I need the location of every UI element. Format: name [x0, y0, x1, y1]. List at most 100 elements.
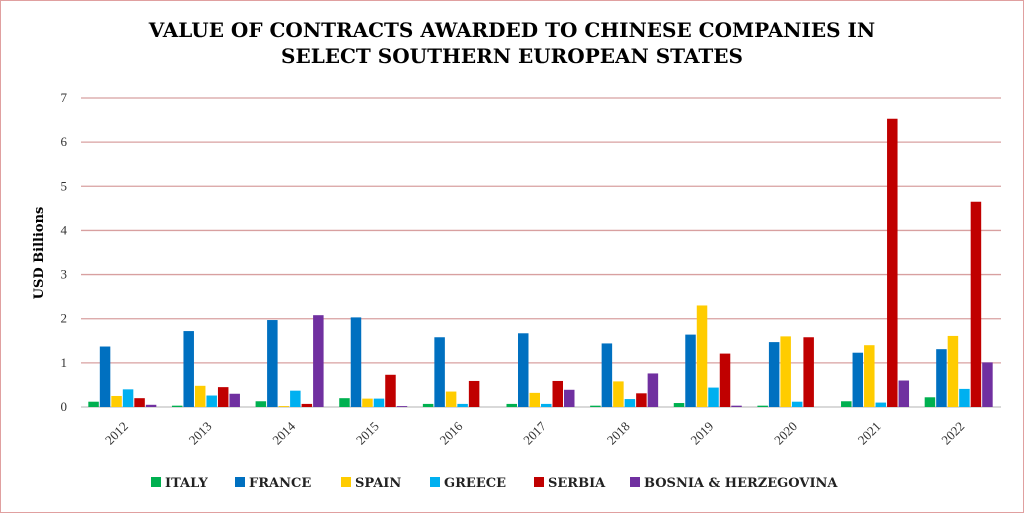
y-axis-label: USD Billions [32, 207, 47, 300]
bar-bosnia-herzegovina-2012 [145, 404, 157, 407]
legend-swatch [534, 477, 544, 487]
legend-swatch [630, 477, 640, 487]
chart-title-line2: SELECT SOUTHERN EUROPEAN STATES [281, 44, 743, 68]
bar-greece-2014 [290, 390, 301, 407]
bar-france-2022 [936, 349, 947, 407]
bar-greece-2018 [624, 399, 636, 407]
y-tick-label: 0 [61, 399, 68, 414]
legend-label: FRANCE [249, 476, 311, 491]
bar-italy-2014 [255, 401, 267, 407]
bar-bosnia-herzegovina-2014 [313, 315, 324, 407]
bar-spain-2016 [445, 391, 457, 407]
bar-france-2013 [183, 331, 194, 407]
legend-swatch [151, 477, 161, 487]
legend-swatch [235, 477, 245, 487]
bar-spain-2020 [780, 336, 791, 407]
bar-france-2018 [601, 343, 613, 407]
bar-italy-2017 [506, 403, 517, 407]
bar-serbia-2014 [301, 403, 313, 407]
x-tick-label: 2019 [687, 419, 716, 448]
bar-greece-2015 [373, 398, 385, 407]
bar-bosnia-herzegovina-2013 [229, 393, 240, 407]
bar-france-2019 [685, 334, 696, 407]
bar-france-2012 [99, 346, 111, 407]
y-tick-label: 5 [61, 178, 68, 193]
legend-label: SPAIN [355, 476, 401, 491]
legend-label: ITALY [165, 476, 208, 491]
bar-bosnia-herzegovina-2019 [731, 405, 742, 407]
bar-italy-2016 [422, 403, 434, 407]
x-tick-label: 2021 [855, 419, 884, 448]
bar-italy-2019 [673, 403, 685, 407]
bar-greece-2017 [541, 403, 552, 407]
bar-serbia-2021 [887, 118, 898, 408]
bar-france-2017 [518, 333, 529, 407]
y-tick-label: 4 [61, 222, 68, 237]
bar-france-2020 [768, 342, 780, 407]
bar-serbia-2016 [468, 380, 480, 407]
x-tick-label: 2014 [269, 418, 298, 447]
bar-greece-2012 [122, 389, 134, 407]
bar-italy-2021 [841, 401, 852, 407]
bar-italy-2015 [339, 398, 350, 407]
bar-greece-2022 [959, 388, 970, 407]
bar-spain-2019 [696, 305, 708, 407]
bar-france-2021 [852, 352, 864, 407]
x-tick-label: 2015 [353, 419, 382, 448]
y-tick-label: 3 [61, 267, 68, 282]
bar-serbia-2015 [385, 374, 396, 407]
bar-serbia-2019 [719, 353, 731, 407]
y-tick-label: 1 [61, 355, 68, 370]
bar-italy-2018 [590, 405, 601, 407]
legend-label: SERBIA [548, 476, 606, 491]
x-tick-label: 2013 [186, 419, 215, 448]
y-tick-label: 2 [61, 311, 68, 326]
bar-serbia-2020 [803, 337, 814, 407]
chart-title-line1: VALUE OF CONTRACTS AWARDED TO CHINESE CO… [148, 18, 876, 42]
bar-spain-2021 [864, 345, 875, 407]
x-tick-label: 2018 [604, 419, 633, 448]
bar-bosnia-herzegovina-2021 [898, 380, 910, 407]
bar-bosnia-herzegovina-2022 [982, 362, 993, 407]
bar-france-2015 [350, 317, 362, 407]
bar-greece-2013 [206, 395, 217, 407]
x-tick-label: 2020 [771, 419, 800, 448]
bar-serbia-2012 [134, 398, 145, 407]
bar-serbia-2017 [552, 380, 563, 407]
bar-spain-2022 [947, 335, 959, 407]
bar-spain-2012 [111, 395, 122, 407]
bar-bosnia-herzegovina-2018 [647, 373, 659, 407]
legend-swatch [430, 477, 440, 487]
bar-bosnia-herzegovina-2015 [396, 406, 408, 407]
bar-italy-2020 [757, 405, 768, 407]
bar-italy-2022 [924, 397, 936, 407]
chart-title: VALUE OF CONTRACTS AWARDED TO CHINESE CO… [1, 17, 1023, 69]
bar-serbia-2013 [217, 387, 229, 407]
legend-label: GREECE [444, 476, 506, 491]
bar-france-2014 [267, 320, 278, 407]
bar-italy-2013 [171, 405, 183, 407]
bar-spain-2013 [194, 385, 206, 407]
bar-spain-2018 [613, 381, 624, 407]
x-tick-label: 2012 [102, 419, 131, 448]
y-tick-label: 6 [61, 134, 68, 149]
bar-spain-2017 [529, 392, 540, 407]
x-tick-label: 2016 [436, 418, 465, 447]
bar-italy-2012 [88, 401, 99, 407]
bar-serbia-2022 [970, 201, 982, 407]
legend-swatch [341, 477, 351, 487]
legend-label: BOSNIA & HERZEGOVINA [644, 476, 838, 491]
bar-serbia-2018 [636, 393, 647, 407]
x-tick-label: 2022 [938, 419, 967, 448]
x-tick-label: 2017 [520, 418, 549, 447]
bar-greece-2016 [457, 403, 468, 407]
y-tick-label: 7 [61, 90, 68, 105]
bar-greece-2019 [708, 387, 719, 407]
bar-france-2016 [434, 337, 445, 407]
bar-spain-2015 [362, 398, 373, 407]
bar-bosnia-herzegovina-2017 [564, 389, 575, 407]
bar-spain-2014 [278, 406, 290, 407]
bar-greece-2021 [875, 402, 887, 407]
